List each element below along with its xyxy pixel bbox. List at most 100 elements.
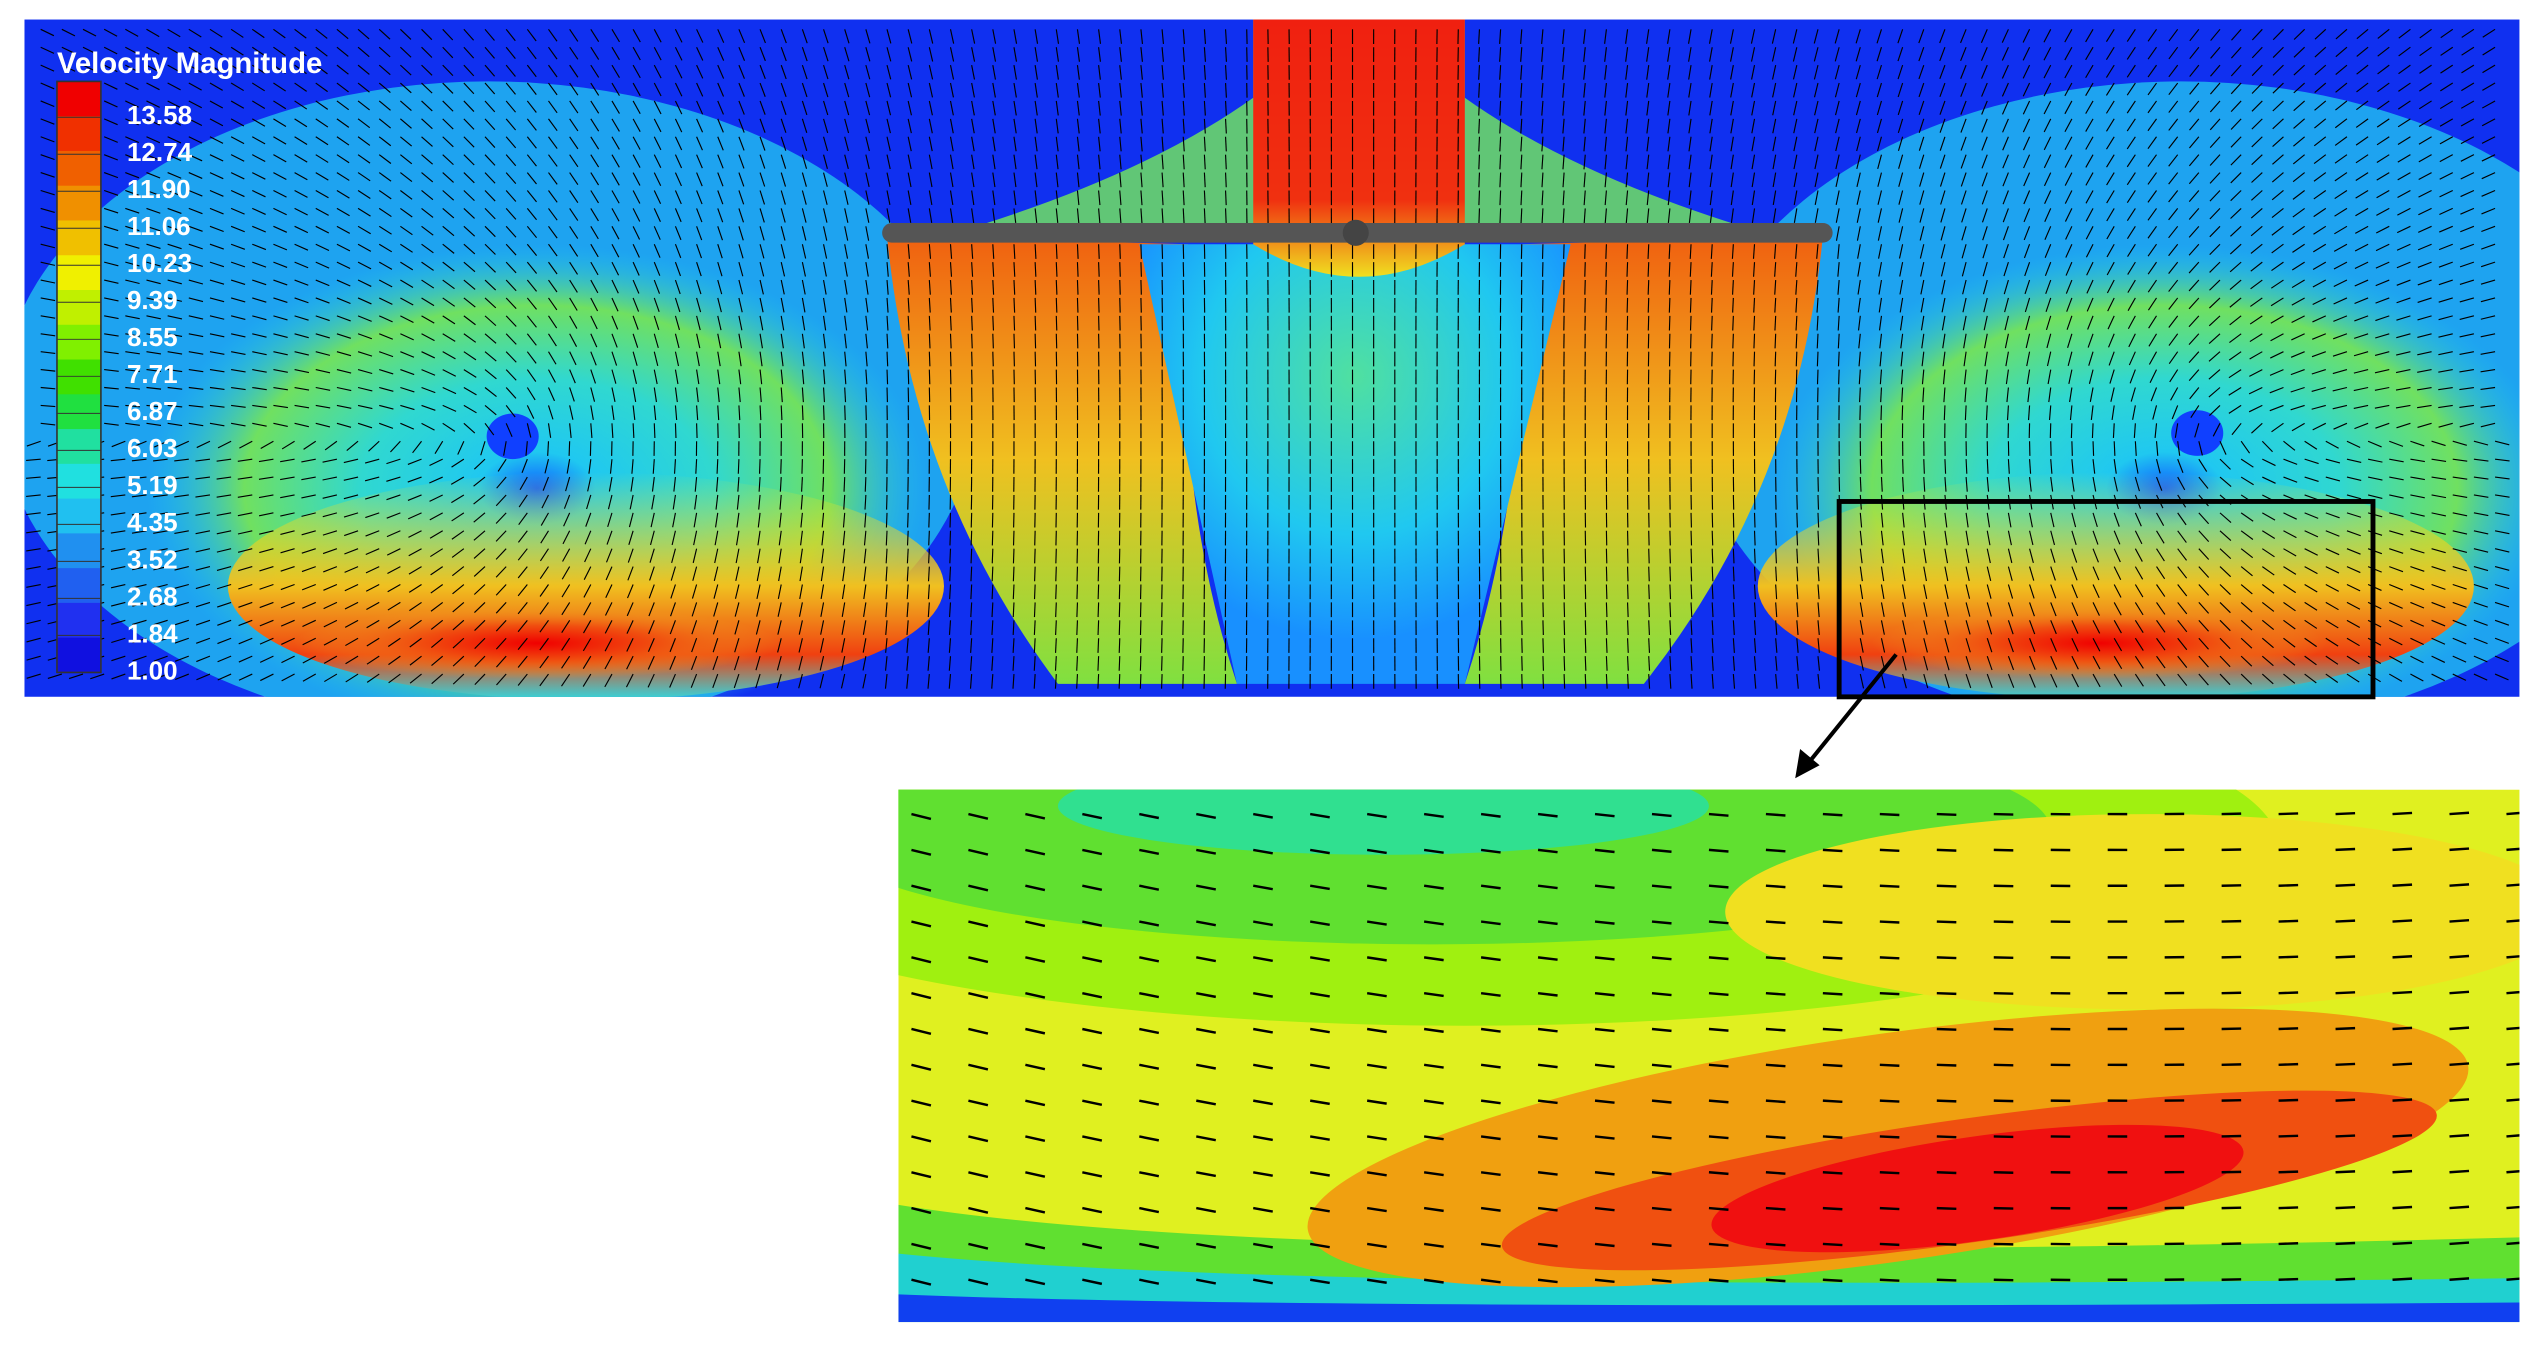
zoom-vector <box>1196 1135 1217 1142</box>
velocity-vector <box>442 333 456 342</box>
velocity-vector <box>188 261 203 267</box>
velocity-vector <box>1625 100 1629 116</box>
velocity-vector <box>174 530 189 535</box>
zoom-vector <box>1423 1206 1444 1213</box>
velocity-vector <box>2043 46 2052 61</box>
velocity-vector <box>1902 459 1904 474</box>
velocity-vector <box>1751 136 1756 152</box>
velocity-vector <box>2397 100 2411 110</box>
velocity-vector <box>2283 566 2297 575</box>
velocity-vector <box>1837 262 1840 277</box>
velocity-vector <box>801 136 808 151</box>
velocity-vector <box>692 548 698 564</box>
velocity-vector <box>344 601 359 610</box>
velocity-vector <box>2134 655 2144 669</box>
velocity-vector <box>653 29 662 43</box>
velocity-vector <box>1541 82 1544 98</box>
velocity-vector <box>2395 369 2411 374</box>
velocity-vector <box>1139 674 1142 689</box>
velocity-vector <box>823 64 829 80</box>
velocity-vector <box>2261 566 2275 576</box>
velocity-vector <box>2346 583 2361 592</box>
zoom-vector <box>1594 920 1615 925</box>
velocity-vector <box>2272 118 2284 130</box>
velocity-vector <box>2482 64 2496 74</box>
velocity-vector <box>2459 386 2474 391</box>
velocity-vector <box>174 637 189 644</box>
zoom-vector <box>1537 991 1558 997</box>
velocity-vector <box>526 190 537 203</box>
zoom-vector <box>1537 1099 1558 1105</box>
velocity-vector <box>865 47 871 62</box>
velocity-vector <box>1118 674 1121 689</box>
velocity-vector <box>1774 297 1777 313</box>
velocity-vector <box>365 494 380 500</box>
velocity-vector <box>2389 637 2403 646</box>
velocity-vector <box>153 619 168 626</box>
velocity-vector <box>2198 619 2210 632</box>
velocity-vector <box>421 46 433 58</box>
velocity-vector <box>484 387 497 398</box>
velocity-vector <box>2355 154 2369 164</box>
velocity-vector <box>1981 82 1988 97</box>
velocity-vector <box>632 118 641 132</box>
velocity-vector <box>336 100 350 111</box>
velocity-vector <box>2431 673 2445 682</box>
zoom-vector <box>911 1242 932 1250</box>
velocity-vector <box>2230 172 2242 184</box>
velocity-vector <box>484 315 497 327</box>
velocity-vector <box>776 655 782 671</box>
velocity-vector <box>907 136 912 152</box>
zoom-vector <box>1936 1099 1957 1103</box>
velocity-vector <box>2230 118 2242 130</box>
velocity-vector <box>1730 65 1734 80</box>
velocity-vector <box>2067 351 2073 366</box>
velocity-vector <box>2461 64 2475 74</box>
velocity-vector <box>1816 280 1819 295</box>
velocity-vector <box>2460 154 2475 162</box>
velocity-vector <box>1965 602 1971 617</box>
zoom-vector <box>1139 848 1160 856</box>
velocity-vector <box>2410 583 2425 591</box>
zoom-vector <box>1480 812 1501 818</box>
zoom-vector <box>911 884 932 892</box>
velocity-vector <box>1520 118 1523 134</box>
velocity-vector <box>844 333 847 349</box>
velocity-vector <box>1161 29 1165 44</box>
velocity-vector <box>696 297 702 313</box>
velocity-vector <box>301 458 316 463</box>
velocity-vector <box>2177 458 2184 474</box>
zoom-vector <box>1423 1278 1444 1284</box>
velocity-vector <box>209 351 225 355</box>
velocity-vector <box>2480 261 2496 268</box>
velocity-vector <box>2240 530 2254 540</box>
zoom-vector <box>1139 1242 1160 1250</box>
velocity-vector <box>626 637 634 652</box>
velocity-vector <box>2291 297 2305 306</box>
velocity-vector <box>823 29 829 44</box>
velocity-vector <box>2147 154 2157 167</box>
velocity-vector <box>541 494 549 509</box>
velocity-vector <box>505 225 517 238</box>
velocity-vector <box>886 190 891 205</box>
velocity-vector <box>970 638 973 653</box>
velocity-vector <box>2325 584 2339 592</box>
velocity-vector <box>378 136 392 147</box>
velocity-vector <box>2240 637 2253 649</box>
velocity-vector <box>907 244 911 259</box>
zoom-vector <box>2392 1098 2413 1102</box>
velocity-vector <box>2219 458 2231 470</box>
velocity-vector <box>2249 351 2263 360</box>
velocity-vector <box>111 637 126 644</box>
velocity-vector <box>2065 261 2073 276</box>
velocity-vector <box>969 656 973 671</box>
velocity-vector <box>2397 172 2411 181</box>
velocity-vector <box>473 458 486 470</box>
velocity-vector <box>1944 584 1949 599</box>
velocity-vector <box>526 136 537 149</box>
velocity-vector <box>421 172 434 183</box>
velocity-vector <box>885 620 888 635</box>
velocity-vector <box>2293 100 2306 112</box>
zoom-vector <box>1594 812 1615 818</box>
velocity-vector <box>2007 459 2010 474</box>
